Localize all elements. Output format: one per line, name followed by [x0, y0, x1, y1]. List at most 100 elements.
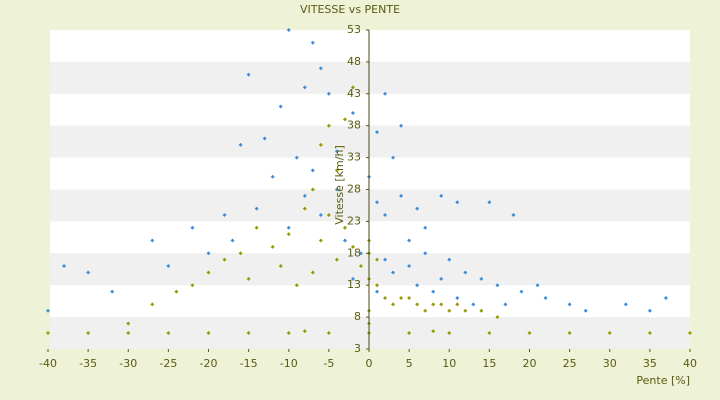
x-tick-label: 15 — [482, 357, 496, 370]
point — [383, 213, 388, 218]
point — [423, 251, 428, 256]
point — [230, 238, 235, 243]
point — [487, 200, 492, 205]
point — [567, 331, 572, 336]
point — [62, 264, 67, 269]
point — [86, 270, 91, 275]
point — [46, 308, 50, 313]
point — [286, 232, 291, 237]
point — [294, 155, 299, 160]
point — [511, 213, 516, 218]
x-tick-label: -25 — [159, 357, 177, 370]
grid-band — [50, 189, 690, 222]
point — [126, 321, 131, 326]
x-tick-label: 0 — [366, 357, 373, 370]
point — [447, 331, 452, 336]
x-tick-label: 25 — [563, 357, 577, 370]
y-tick-label: 33 — [347, 151, 361, 164]
point — [383, 295, 388, 300]
point — [607, 331, 612, 336]
point — [455, 302, 460, 307]
y-tick-label: 28 — [347, 183, 361, 196]
point — [222, 213, 227, 218]
point — [358, 264, 363, 269]
point — [375, 130, 380, 135]
x-tick-label: -10 — [280, 357, 298, 370]
point — [647, 331, 652, 336]
x-tick-label: 20 — [523, 357, 537, 370]
point — [166, 264, 171, 269]
point — [294, 283, 299, 288]
point — [310, 168, 315, 173]
points — [46, 28, 692, 336]
point — [431, 302, 436, 307]
x-tick-label: -20 — [200, 357, 218, 370]
chart-title: VITESSE vs PENTE — [300, 3, 400, 16]
point — [407, 295, 412, 300]
grid-band — [50, 125, 690, 158]
point — [206, 331, 211, 336]
point — [302, 206, 307, 211]
point — [463, 270, 468, 275]
point — [519, 289, 524, 294]
point — [431, 329, 436, 334]
y-tick-label: 13 — [347, 278, 361, 291]
point — [383, 91, 388, 96]
x-tick-label: 30 — [603, 357, 617, 370]
x-tick-label: -35 — [79, 357, 97, 370]
point — [302, 329, 307, 334]
point — [383, 257, 388, 262]
point — [623, 302, 628, 307]
x-tick-label: 5 — [406, 357, 413, 370]
point — [479, 308, 484, 313]
point — [439, 276, 444, 281]
point — [647, 308, 652, 313]
point — [238, 142, 243, 147]
point — [399, 193, 404, 198]
point — [350, 276, 355, 281]
point — [318, 238, 323, 243]
point — [431, 289, 436, 294]
grid-band — [50, 157, 690, 190]
point — [527, 331, 532, 336]
point — [391, 270, 396, 275]
point — [415, 206, 420, 211]
point — [238, 251, 243, 256]
point — [270, 244, 275, 249]
point — [318, 66, 323, 71]
point — [110, 289, 115, 294]
point — [423, 225, 428, 230]
point — [447, 308, 452, 313]
point — [190, 225, 195, 230]
point — [423, 308, 428, 313]
point — [391, 155, 396, 160]
point — [407, 264, 412, 269]
point — [543, 295, 548, 300]
point — [278, 264, 283, 269]
point — [479, 276, 484, 281]
x-tick-label: -15 — [240, 357, 258, 370]
point — [326, 213, 331, 218]
point — [663, 295, 668, 300]
point — [166, 331, 171, 336]
point — [318, 142, 323, 147]
point — [86, 331, 91, 336]
point — [375, 289, 380, 294]
point — [254, 206, 259, 211]
point — [439, 302, 444, 307]
point — [206, 251, 211, 256]
point — [334, 149, 339, 154]
point — [350, 110, 355, 115]
point — [262, 136, 267, 141]
point — [463, 308, 468, 313]
point — [246, 331, 251, 336]
y-tick-label: 23 — [347, 214, 361, 227]
point — [487, 331, 492, 336]
x-tick-label: 10 — [442, 357, 456, 370]
point — [350, 85, 355, 90]
point — [302, 85, 307, 90]
point — [318, 213, 323, 218]
point — [350, 244, 355, 249]
point — [399, 123, 404, 128]
